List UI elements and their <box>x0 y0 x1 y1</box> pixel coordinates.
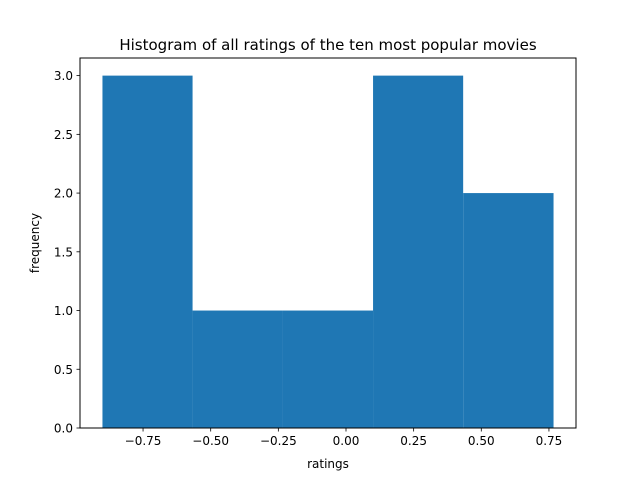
x-tick-label: −0.50 <box>192 434 229 448</box>
histogram-bar-4 <box>373 75 464 429</box>
bars-group <box>102 75 554 429</box>
histogram-bar-2 <box>192 310 283 428</box>
x-ticks-group: −0.75 −0.50 −0.25 0.00 0.25 0.50 0.75 <box>125 428 563 448</box>
y-axis-label: frequency <box>28 213 42 273</box>
x-tick-label: 0.25 <box>400 434 427 448</box>
histogram-bar-1 <box>102 75 193 429</box>
x-tick-label: −0.75 <box>125 434 162 448</box>
x-tick-label: −0.25 <box>260 434 297 448</box>
x-tick-label: 0.50 <box>468 434 495 448</box>
chart-title: Histogram of all ratings of the ten most… <box>119 36 536 54</box>
y-tick-label: 1.0 <box>54 304 73 318</box>
x-axis-label: ratings <box>307 457 349 471</box>
y-tick-label: 2.0 <box>54 187 73 201</box>
y-tick-label: 2.5 <box>54 128 73 142</box>
y-ticks-group: 0.0 0.5 1.0 1.5 2.0 2.5 3.0 <box>54 69 80 436</box>
histogram-bar-5 <box>463 193 554 428</box>
x-tick-label: 0.75 <box>536 434 563 448</box>
axes-frame <box>79 57 577 429</box>
y-tick-label: 3.0 <box>54 69 73 83</box>
x-tick-label: 0.00 <box>333 434 360 448</box>
y-tick-label: 1.5 <box>54 245 73 259</box>
y-tick-label: 0.0 <box>54 422 73 436</box>
y-tick-label: 0.5 <box>54 363 73 377</box>
histogram-bar-3 <box>282 310 374 428</box>
